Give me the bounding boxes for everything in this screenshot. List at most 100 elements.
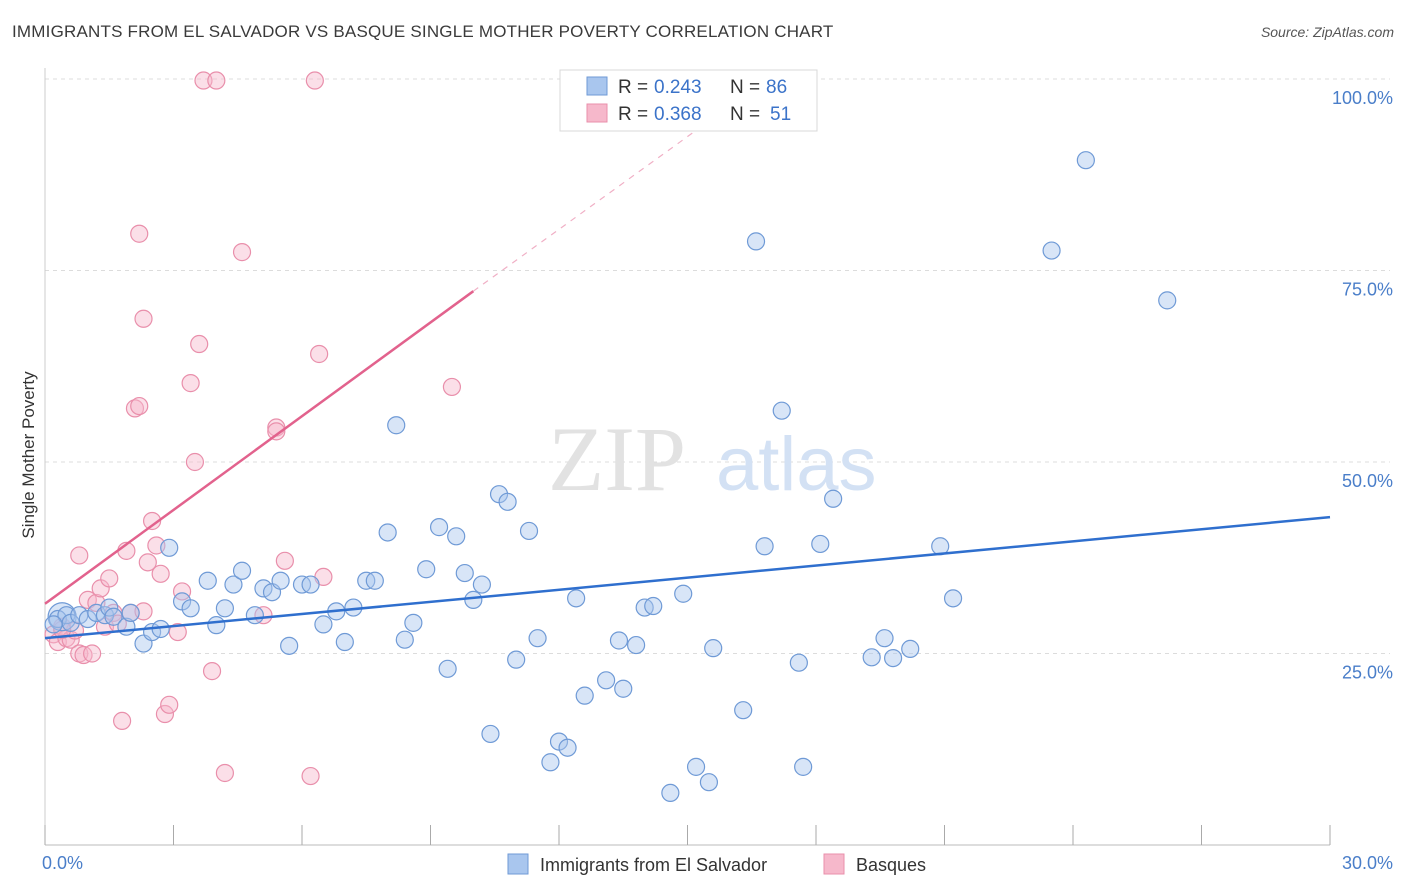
- el-salvador-point: [626, 635, 646, 655]
- series-el-salvador-points: [44, 151, 1177, 803]
- el-salvador-point: [614, 679, 633, 698]
- chart-title: IMMIGRANTS FROM EL SALVADOR VS BASQUE SI…: [12, 22, 834, 41]
- basques-point: [151, 564, 170, 583]
- watermark-atlas: atlas: [716, 422, 877, 507]
- el-salvador-point: [254, 579, 273, 598]
- el-salvador-point: [335, 632, 354, 652]
- el-salvador-point: [597, 671, 616, 690]
- trend-lines: [44, 120, 1331, 640]
- basques-point: [232, 243, 252, 262]
- el-salvador-point: [417, 560, 436, 579]
- basques-point: [185, 452, 205, 472]
- x-tick-label: 0.0%: [42, 853, 83, 873]
- el-salvador-point: [207, 616, 226, 635]
- el-salvador-point: [862, 648, 881, 667]
- el-salvador-point: [365, 571, 384, 590]
- el-salvador-point: [755, 537, 774, 556]
- el-salvador-point: [674, 584, 693, 603]
- basques-trend-extension: [472, 120, 710, 292]
- basques-point: [160, 695, 179, 714]
- y-tick-label: 25.0%: [1342, 663, 1393, 683]
- correlation-legend: R = 0.243 N = 86 R = 0.368 N = 51: [559, 69, 818, 132]
- el-salvador-point: [280, 636, 299, 655]
- y-axis-label: Single Mother Poverty: [19, 371, 38, 539]
- el-salvador-point: [746, 232, 766, 251]
- el-salvador-point: [772, 401, 791, 420]
- el-salvador-point: [455, 563, 474, 583]
- el-salvador-point: [661, 783, 680, 803]
- basques-point: [172, 582, 192, 601]
- el-salvador-point: [301, 575, 320, 594]
- basques-point: [215, 763, 234, 783]
- el-salvador-point: [811, 534, 830, 554]
- el-salvador-point: [824, 489, 843, 508]
- el-salvador-point: [789, 653, 808, 672]
- axes: 25.0% 50.0% 75.0% 100.0% 0.0% 30.0%: [42, 68, 1393, 873]
- el-salvador-point: [704, 639, 723, 658]
- el-salvador-point: [314, 615, 333, 634]
- el-salvador-point: [395, 630, 414, 649]
- basques-point: [275, 551, 294, 570]
- y-tick-label: 75.0%: [1342, 280, 1393, 300]
- x-tick-label: 30.0%: [1342, 853, 1393, 873]
- el-salvador-point: [378, 523, 397, 542]
- el-salvador-point: [198, 571, 217, 590]
- basques-point: [130, 224, 149, 243]
- watermark: ZIP atlas: [548, 408, 877, 510]
- el-salvador-point: [404, 613, 423, 632]
- el-salvador-trend-line: [44, 515, 1331, 640]
- basques-point: [168, 622, 187, 642]
- el-salvador-point: [901, 639, 920, 659]
- el-salvador-point: [558, 738, 577, 757]
- el-salvador-point: [528, 629, 547, 648]
- watermark-zip: ZIP: [548, 408, 686, 510]
- el-salvador-point: [734, 701, 753, 720]
- el-salvador-point: [875, 629, 894, 648]
- basques-point: [112, 711, 132, 731]
- basques-point: [155, 704, 175, 724]
- legend-r-label: R =: [618, 104, 648, 125]
- el-salvador-point: [160, 538, 179, 557]
- basques-point: [301, 766, 320, 786]
- el-salvador-point: [224, 575, 243, 594]
- el-salvador-point: [794, 757, 813, 776]
- series-legend: Immigrants from El Salvador Basques: [507, 853, 926, 875]
- series-basques-points: [44, 71, 462, 786]
- el-salvador-point: [100, 598, 119, 617]
- basques-point: [134, 309, 153, 328]
- legend-label-basques: Basques: [856, 855, 926, 875]
- el-salvador-point: [481, 724, 500, 744]
- el-salvador-point: [438, 659, 457, 678]
- basques-point: [70, 546, 89, 565]
- el-salvador-point: [609, 631, 629, 650]
- chart-source: Source: ZipAtlas.com: [1260, 24, 1394, 40]
- legend-swatch-blue: [586, 76, 608, 96]
- el-salvador-point: [1076, 151, 1095, 170]
- basques-point: [442, 377, 462, 397]
- basques-point: [194, 71, 213, 90]
- legend-swatch-basques: [823, 853, 845, 875]
- legend-swatch-el-salvador: [507, 853, 529, 875]
- legend-n-value: 86: [766, 77, 787, 98]
- basques-point: [130, 396, 149, 416]
- el-salvador-point: [44, 615, 63, 634]
- basques-point: [190, 334, 209, 354]
- el-salvador-point: [699, 773, 719, 792]
- el-salvador-point: [464, 590, 483, 609]
- el-salvador-point: [245, 606, 264, 625]
- el-salvador-point: [472, 575, 491, 594]
- el-salvador-point: [104, 607, 123, 626]
- el-salvador-point: [883, 648, 903, 668]
- basques-trend-line: [44, 290, 475, 605]
- el-salvador-point: [575, 686, 594, 705]
- el-salvador-point: [232, 561, 252, 580]
- basques-point: [181, 374, 200, 393]
- el-salvador-point: [447, 527, 466, 546]
- legend-label-el-salvador: Immigrants from El Salvador: [540, 855, 767, 875]
- el-salvador-point: [271, 571, 290, 590]
- legend-n-label: N =: [730, 104, 760, 125]
- legend-n-label: N =: [730, 77, 760, 98]
- el-salvador-point: [507, 650, 526, 669]
- el-salvador-point: [429, 518, 449, 537]
- legend-swatch-pink: [586, 103, 608, 123]
